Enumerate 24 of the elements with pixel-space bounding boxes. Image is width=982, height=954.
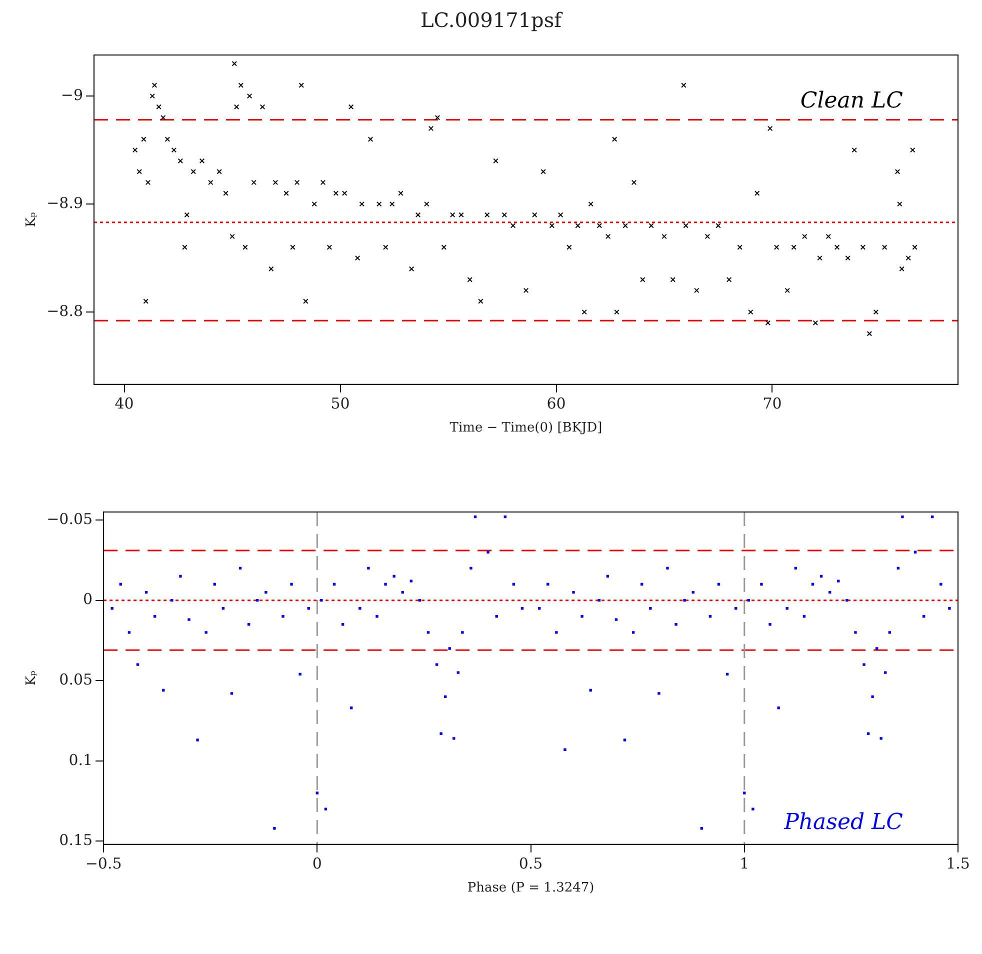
y-tick-label: −8.8 xyxy=(46,302,84,320)
y-tick-label: 0 xyxy=(83,590,93,608)
y-tick-label: −0.05 xyxy=(46,510,93,528)
annotation: Phased LC xyxy=(783,810,904,836)
y-tick-label: −8.9 xyxy=(46,194,84,212)
chart-title: LC.009171psf xyxy=(419,7,564,34)
x-tick-label: 50 xyxy=(330,394,350,412)
y-axis-title: Kₚ xyxy=(24,670,40,686)
x-tick-label: 1 xyxy=(740,854,750,872)
y-axis-title: Kₚ xyxy=(24,212,40,228)
y-tick-label: 0.1 xyxy=(68,750,93,769)
annotation: Clean LC xyxy=(800,88,904,114)
y-tick-label: 0.05 xyxy=(59,670,93,688)
x-tick-label: 1.5 xyxy=(946,854,970,872)
x-tick-label: −0.5 xyxy=(85,854,122,872)
x-tick-label: 70 xyxy=(762,394,782,412)
x-tick-label: 40 xyxy=(114,394,134,412)
x-tick-label: 0.5 xyxy=(518,854,543,872)
y-tick-label: 0.15 xyxy=(59,831,93,850)
x-axis-title: Phase (P = 1.3247) xyxy=(467,880,594,896)
x-tick-label: 0 xyxy=(312,854,322,872)
y-tick-label: −9 xyxy=(60,86,84,104)
x-axis-title: Time − Time(0) [BKJD] xyxy=(450,420,602,436)
x-tick-label: 60 xyxy=(546,394,566,412)
